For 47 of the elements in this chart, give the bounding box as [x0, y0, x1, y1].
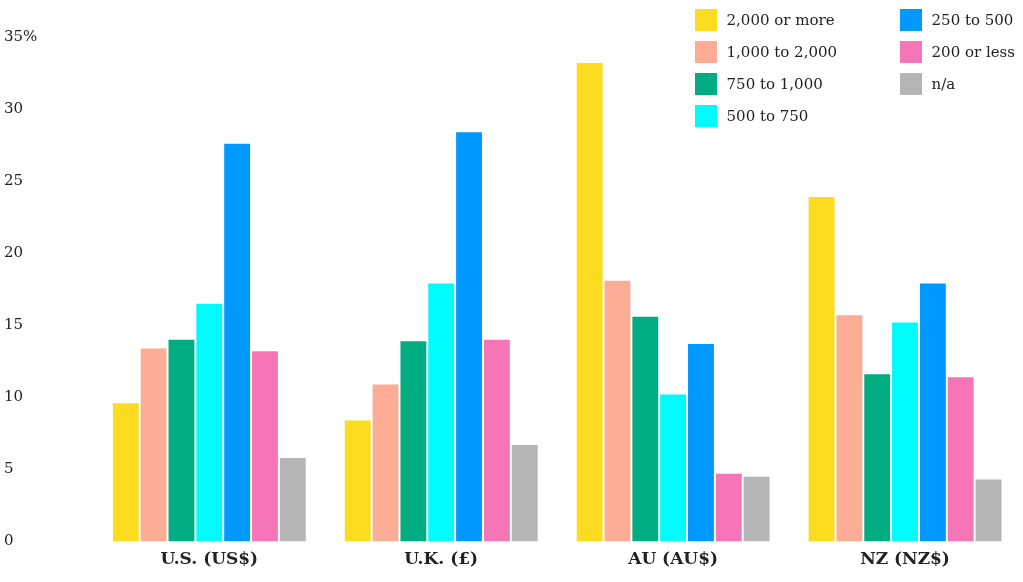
legend-label: 200 or less [931, 43, 1015, 61]
legend-label: 1,000 to 2,000 [726, 43, 838, 61]
bar [279, 457, 306, 542]
bar [892, 322, 918, 542]
y-tick-label: 10 [4, 387, 24, 406]
legend-label: 2,000 or more [726, 11, 835, 29]
bar [688, 344, 714, 542]
bar [864, 374, 891, 542]
bar [483, 339, 510, 542]
bar [140, 348, 167, 542]
x-tick-label: AU (AU$) [627, 548, 719, 569]
bar [975, 479, 1002, 542]
bar [428, 283, 455, 542]
bar [660, 394, 687, 542]
legend-label: 500 to 750 [726, 107, 809, 125]
legend-label: n/a [931, 75, 956, 93]
bar [344, 420, 371, 542]
bar [224, 143, 251, 542]
x-tick-label: NZ (NZ$) [860, 548, 950, 569]
bar [576, 62, 603, 542]
y-tick-label: 15 [4, 315, 24, 334]
bar [715, 473, 742, 542]
y-tick-label: 5 [4, 459, 14, 478]
bar [604, 280, 631, 542]
y-tick-label: 0 [4, 531, 14, 550]
bar [252, 351, 278, 542]
bar [743, 476, 770, 542]
bar [632, 316, 659, 542]
bar [400, 341, 427, 542]
y-tick-label: 25 [4, 171, 24, 190]
bar [947, 377, 974, 542]
bar [372, 384, 399, 542]
bar [919, 283, 946, 542]
y-tick-label: 20 [4, 243, 24, 262]
x-tick-label: U.K. (£) [404, 548, 479, 569]
bar [112, 403, 139, 542]
y-tick-label: 30 [4, 98, 24, 117]
bar [511, 445, 538, 542]
bar [808, 197, 835, 542]
legend-label: 250 to 500 [931, 11, 1014, 29]
bar [836, 315, 863, 542]
legend-label: 750 to 1,000 [726, 75, 823, 93]
bar [168, 339, 195, 542]
x-tick-label: U.S. (US$) [160, 548, 259, 569]
bar [456, 132, 482, 542]
bar [196, 303, 223, 542]
y-tick-label: 35% [4, 26, 38, 45]
